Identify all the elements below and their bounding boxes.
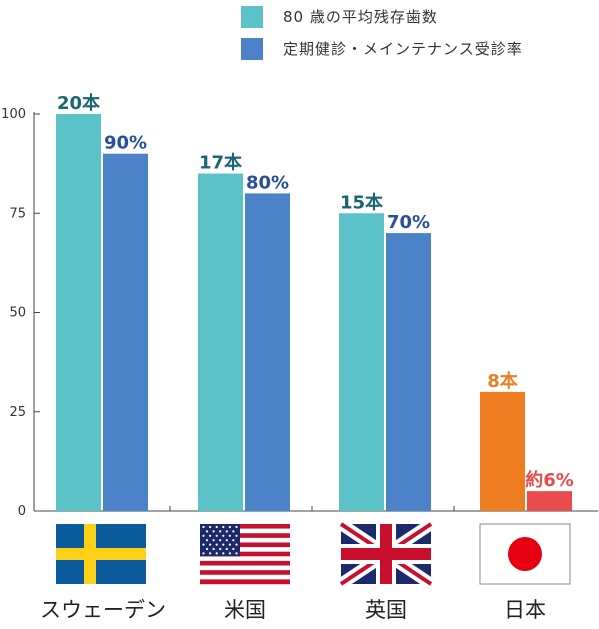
legend-swatch-series-1 (241, 6, 263, 28)
bar-series-1-cat-3 (339, 213, 384, 511)
data-label-series-2-cat-3: 70% (387, 212, 430, 233)
legend-swatch-series-2 (241, 38, 263, 60)
category-label-2: 米国 (224, 598, 266, 622)
bar-series-2-cat-4 (527, 491, 572, 511)
bar-series-1-cat-4 (480, 391, 525, 511)
category-label-4: 日本 (504, 598, 546, 622)
legend-label-series-2: 定期健診・メインテナンス受診率 (283, 40, 523, 58)
data-label-series-1-cat-2: 17本 (199, 152, 242, 174)
y-tick-label: 25 (9, 405, 26, 420)
y-tick-label: 100 (1, 107, 26, 122)
y-tick-label: 50 (9, 306, 26, 321)
data-label-series-2-cat-4: 約6% (525, 469, 574, 491)
legend: 80 歳の平均残存歯数 定期健診・メインテナンス受診率 (241, 6, 523, 60)
sweden-flag (56, 524, 146, 584)
usa-flag (200, 524, 290, 585)
category-labels: スウェーデン 米国 英国 日本 (40, 598, 546, 622)
data-label-series-1-cat-3: 15本 (340, 191, 383, 213)
category-label-3: 英国 (365, 598, 407, 622)
data-label-series-2-cat-1: 90% (104, 133, 147, 154)
bars (56, 114, 572, 512)
bar-series-1-cat-2 (198, 173, 243, 512)
bar-series-2-cat-2 (245, 193, 290, 511)
data-label-series-1-cat-4: 8本 (487, 370, 518, 392)
y-tick-label: 75 (9, 206, 26, 221)
bar-series-2-cat-3 (386, 233, 431, 511)
bar-series-2-cat-1 (103, 153, 148, 511)
y-tick-label: 0 (18, 504, 26, 519)
bar-series-1-cat-1 (56, 114, 101, 511)
uk-flag (337, 519, 435, 589)
category-label-1: スウェーデン (40, 598, 166, 622)
data-label-series-2-cat-2: 80% (246, 172, 289, 193)
flags (56, 519, 571, 589)
data-label-series-1-cat-1: 20本 (57, 92, 100, 114)
legend-label-series-1: 80 歳の平均残存歯数 (283, 8, 438, 26)
japan-flag (479, 523, 571, 585)
